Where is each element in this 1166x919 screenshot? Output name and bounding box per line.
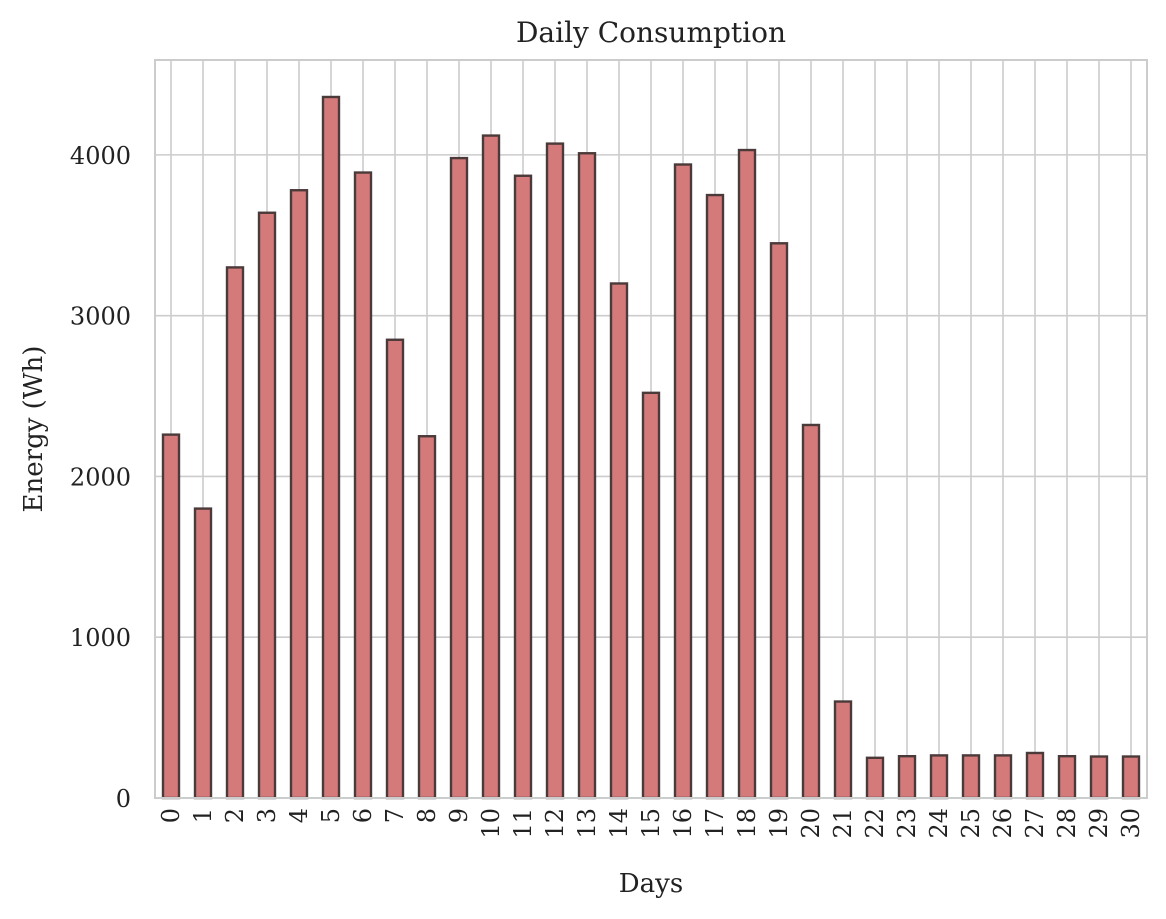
bar-day-16 xyxy=(673,163,693,800)
plot-frame xyxy=(154,59,1148,799)
bar-day-11 xyxy=(513,174,533,800)
x-tick-label: 2 xyxy=(221,808,249,823)
bar-day-20 xyxy=(801,423,821,800)
bar-day-18 xyxy=(737,148,757,800)
x-tick-label: 8 xyxy=(413,808,441,823)
bar-day-2 xyxy=(225,266,245,800)
x-tick-label: 7 xyxy=(381,808,409,823)
bar-day-24 xyxy=(929,754,949,800)
y-tick-labels: 0 1000 2000 3000 4000 xyxy=(70,142,131,813)
bar-day-9 xyxy=(449,156,469,800)
x-tick-label: 21 xyxy=(829,808,857,839)
x-tick-label: 25 xyxy=(957,808,985,839)
bar-day-12 xyxy=(545,142,565,800)
bar-day-15 xyxy=(641,391,661,800)
x-tick-label: 24 xyxy=(925,808,953,839)
y-tick-label: 4000 xyxy=(70,142,131,170)
x-tick-label: 3 xyxy=(253,808,281,823)
x-tick-label: 12 xyxy=(541,808,569,839)
x-tick-label: 15 xyxy=(637,808,665,839)
x-tick-label: 13 xyxy=(573,808,601,839)
bar-day-29 xyxy=(1089,755,1109,800)
x-tick-label: 30 xyxy=(1117,808,1145,839)
x-tick-label: 16 xyxy=(669,808,697,839)
y-tick-label: 0 xyxy=(116,785,131,813)
y-tick-label: 3000 xyxy=(70,303,131,331)
y-axis-label: Energy (Wh) xyxy=(19,346,49,513)
x-tick-label: 6 xyxy=(349,808,377,823)
bar-day-13 xyxy=(577,152,597,800)
x-tick-label: 18 xyxy=(733,808,761,839)
bar-day-21 xyxy=(833,700,853,800)
x-tick-label: 1 xyxy=(189,808,217,823)
x-tick-label: 10 xyxy=(477,808,505,839)
bar-day-5 xyxy=(321,95,341,800)
x-tick-label: 23 xyxy=(893,808,921,839)
x-tick-label: 27 xyxy=(1021,808,1049,839)
bar-day-30 xyxy=(1121,755,1141,800)
chart-title: Daily Consumption xyxy=(516,16,786,49)
x-tick-label: 17 xyxy=(701,808,729,839)
bar-day-3 xyxy=(257,211,277,800)
bar-day-0 xyxy=(161,433,181,800)
bar-day-23 xyxy=(897,754,917,800)
y-tick-label: 2000 xyxy=(70,463,131,491)
bar-day-7 xyxy=(385,338,405,800)
bar-day-22 xyxy=(865,756,885,800)
bar-day-19 xyxy=(769,242,789,800)
x-tick-label: 29 xyxy=(1085,808,1113,839)
bar-day-26 xyxy=(993,754,1013,800)
x-tick-label: 28 xyxy=(1053,808,1081,839)
x-axis-label: Days xyxy=(619,869,683,899)
x-tick-labels: 0 1 2 3 4 5 6 7 8 9 10 11 12 13 14 15 16 17 18 19 20 21 22 23 24… xyxy=(157,808,1145,839)
x-tick-label: 5 xyxy=(317,808,345,823)
x-tick-label: 4 xyxy=(285,808,313,823)
x-tick-label: 19 xyxy=(765,808,793,839)
x-tick-label: 0 xyxy=(157,808,185,823)
bar-day-27 xyxy=(1025,751,1045,800)
bar-day-4 xyxy=(289,189,309,800)
bar-day-1 xyxy=(193,507,213,800)
bar-day-14 xyxy=(609,282,629,800)
x-tick-label: 20 xyxy=(797,808,825,839)
bar-day-10 xyxy=(481,134,501,800)
bar-day-25 xyxy=(961,754,981,800)
x-tick-label: 26 xyxy=(989,808,1017,839)
bar-day-6 xyxy=(353,171,373,800)
y-tick-label: 1000 xyxy=(70,624,131,652)
x-tick-label: 9 xyxy=(445,808,473,823)
bar-day-17 xyxy=(705,193,725,800)
x-tick-label: 22 xyxy=(861,808,889,839)
x-tick-label: 11 xyxy=(509,808,537,839)
bar-day-8 xyxy=(417,435,437,800)
bar-day-28 xyxy=(1057,754,1077,800)
x-tick-label: 14 xyxy=(605,808,633,839)
